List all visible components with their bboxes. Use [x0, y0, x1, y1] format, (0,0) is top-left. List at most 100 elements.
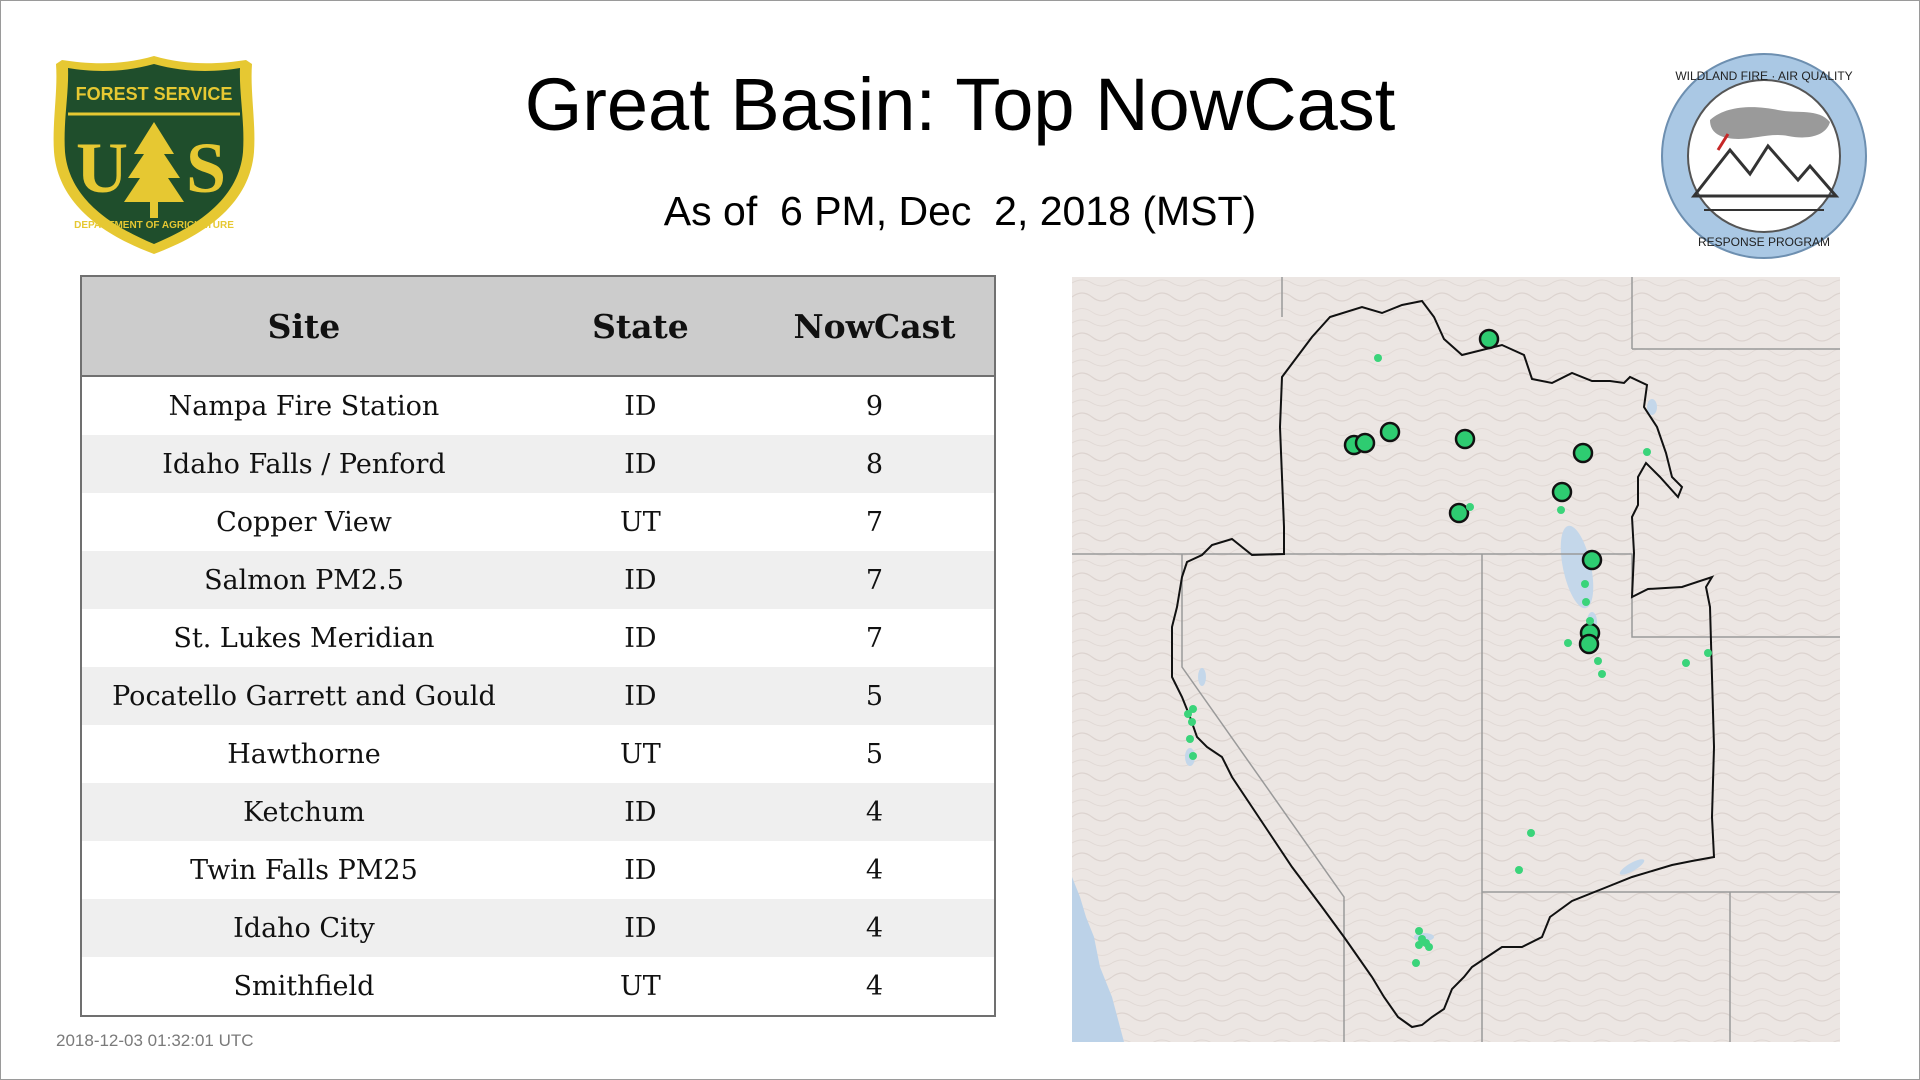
site-marker-small [1466, 503, 1474, 511]
table-row: Twin Falls PM25 ID 4 [82, 841, 994, 899]
nowcast-cell: 7 [754, 551, 994, 609]
nowcast-cell: 4 [754, 957, 994, 1015]
column-header-nowcast: NowCast [754, 277, 994, 377]
site-marker-large [1448, 502, 1470, 524]
site-marker-small [1415, 927, 1423, 935]
nowcast-cell: 4 [754, 841, 994, 899]
bear-lake [1647, 399, 1657, 415]
site-marker-small [1527, 829, 1535, 837]
state-cell: ID [525, 783, 755, 841]
state-cell: ID [525, 435, 755, 493]
pyramid-lake [1198, 668, 1206, 686]
site-marker-large [1478, 328, 1500, 350]
site-marker-small [1184, 710, 1192, 718]
state-cell: ID [525, 899, 755, 957]
site-marker-small [1643, 448, 1651, 456]
generated-timestamp: 2018-12-03 01:32:01 UTC [56, 1031, 254, 1050]
site-marker-small [1515, 866, 1523, 874]
site-marker-small [1425, 943, 1433, 951]
svg-text:S: S [186, 128, 226, 208]
site-marker-small [1598, 670, 1606, 678]
site-marker-small [1581, 580, 1589, 588]
site-marker-small [1564, 639, 1572, 647]
table-row: Smithfield UT 4 [82, 957, 994, 1015]
page-title: Great Basin: Top NowCast [524, 63, 1396, 146]
site-cell: Idaho City [82, 899, 526, 957]
nowcast-cell: 4 [754, 899, 994, 957]
site-marker-small [1594, 657, 1602, 665]
site-marker-small [1189, 705, 1197, 713]
nowcast-cell: 9 [754, 376, 994, 435]
table-row: St. Lukes Meridian ID 7 [82, 609, 994, 667]
site-cell: Copper View [82, 493, 526, 551]
site-cell: Nampa Fire Station [82, 376, 526, 435]
page-subtitle: As of 6 PM, Dec 2, 2018 (MST) [663, 188, 1257, 234]
column-header-state: State [525, 277, 755, 377]
site-cell: Pocatello Garrett and Gould [82, 667, 526, 725]
state-cell: UT [525, 493, 755, 551]
site-marker-large [1551, 481, 1573, 503]
site-marker-small [1682, 659, 1690, 667]
state-cell: ID [525, 841, 755, 899]
site-marker-small [1557, 506, 1565, 514]
site-marker-small [1189, 752, 1197, 760]
column-header-site: Site [82, 277, 526, 377]
site-marker-large [1354, 432, 1376, 454]
state-cell: UT [525, 725, 755, 783]
site-cell: Twin Falls PM25 [82, 841, 526, 899]
site-cell: St. Lukes Meridian [82, 609, 526, 667]
svg-text:FOREST SERVICE: FOREST SERVICE [76, 84, 233, 104]
pacific-ocean [1072, 877, 1124, 1042]
site-marker-small [1415, 941, 1423, 949]
svg-text:DEPARTMENT OF AGRICULTURE: DEPARTMENT OF AGRICULTURE [74, 220, 234, 231]
site-marker-small [1374, 354, 1382, 362]
nowcast-cell: 4 [754, 783, 994, 841]
site-marker-small [1186, 735, 1194, 743]
air-quality-program-logo: WILDLAND FIRE · AIR QUALITY RESPONSE PRO… [1658, 50, 1870, 262]
table-header-row: Site State NowCast [82, 277, 994, 377]
table-row: Nampa Fire Station ID 9 [82, 376, 994, 435]
site-marker-small [1582, 598, 1590, 606]
site-cell: Ketchum [82, 783, 526, 841]
svg-text:WILDLAND FIRE · AIR QUALITY: WILDLAND FIRE · AIR QUALITY [1675, 69, 1852, 83]
map-terrain [1072, 277, 1840, 1042]
nowcast-cell: 5 [754, 725, 994, 783]
state-cell: UT [525, 957, 755, 1015]
nowcast-cell: 7 [754, 609, 994, 667]
table-row: Copper View UT 7 [82, 493, 994, 551]
site-cell: Smithfield [82, 957, 526, 1015]
nowcast-cell: 8 [754, 435, 994, 493]
forest-service-logo: FOREST SERVICE U S DEPARTMENT OF AGRICUL… [50, 52, 258, 258]
site-marker-small [1188, 718, 1196, 726]
site-marker-large [1578, 633, 1600, 655]
site-marker-small [1412, 959, 1420, 967]
nowcast-table: Site State NowCast Nampa Fire Station ID 9… [80, 275, 996, 1017]
site-marker-large [1454, 428, 1476, 450]
monitoring-markers [1184, 328, 1712, 967]
lake-powell [1619, 859, 1645, 875]
site-marker-large [1572, 442, 1594, 464]
great-basin-map [1072, 277, 1840, 1042]
table-row: Hawthorne UT 5 [82, 725, 994, 783]
site-marker-small [1704, 649, 1712, 657]
site-marker-small [1586, 617, 1594, 625]
site-marker-large [1379, 421, 1401, 443]
state-cell: ID [525, 551, 755, 609]
table-row: Idaho City ID 4 [82, 899, 994, 957]
table-row: Idaho Falls / Penford ID 8 [82, 435, 994, 493]
svg-text:U: U [76, 128, 128, 208]
site-marker-large [1581, 549, 1603, 571]
site-cell: Idaho Falls / Penford [82, 435, 526, 493]
table-row: Salmon PM2.5 ID 7 [82, 551, 994, 609]
svg-text:RESPONSE PROGRAM: RESPONSE PROGRAM [1698, 235, 1830, 249]
table-row: Ketchum ID 4 [82, 783, 994, 841]
state-cell: ID [525, 376, 755, 435]
region-outline [1171, 299, 1716, 1029]
state-cell: ID [525, 667, 755, 725]
state-cell: ID [525, 609, 755, 667]
site-cell: Hawthorne [82, 725, 526, 783]
nowcast-cell: 5 [754, 667, 994, 725]
site-cell: Salmon PM2.5 [82, 551, 526, 609]
nowcast-cell: 7 [754, 493, 994, 551]
table-row: Pocatello Garrett and Gould ID 5 [82, 667, 994, 725]
